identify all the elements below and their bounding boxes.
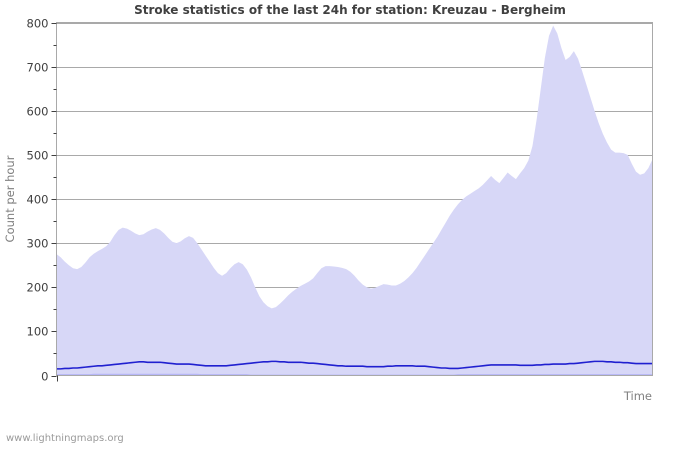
area-whole-stroke-count [56,25,653,376]
y-tick-label: 800 [27,17,49,31]
y-tick-label: 300 [27,237,49,251]
chart-title: Stroke statistics of the last 24h for st… [134,3,566,17]
y-tick-label: 600 [27,105,49,119]
y-tick-label: 0 [41,370,48,384]
y-tick-label: 400 [27,193,49,207]
watermark-text: www.lightningmaps.org [6,433,124,444]
y-tick-label: 100 [27,325,49,339]
mean-of-all-stations-line [56,360,653,370]
mean-line-series [56,360,653,370]
y-tick-label: 700 [27,61,49,75]
y-axis-label: Count per hour [3,155,17,242]
y-tick-label: 500 [27,149,49,163]
y-tick-label: 200 [27,281,49,295]
y-axis-ticks: 0 100 200 300 400 500 600 700 800 [27,17,57,384]
x-axis-label: Time [623,389,652,403]
